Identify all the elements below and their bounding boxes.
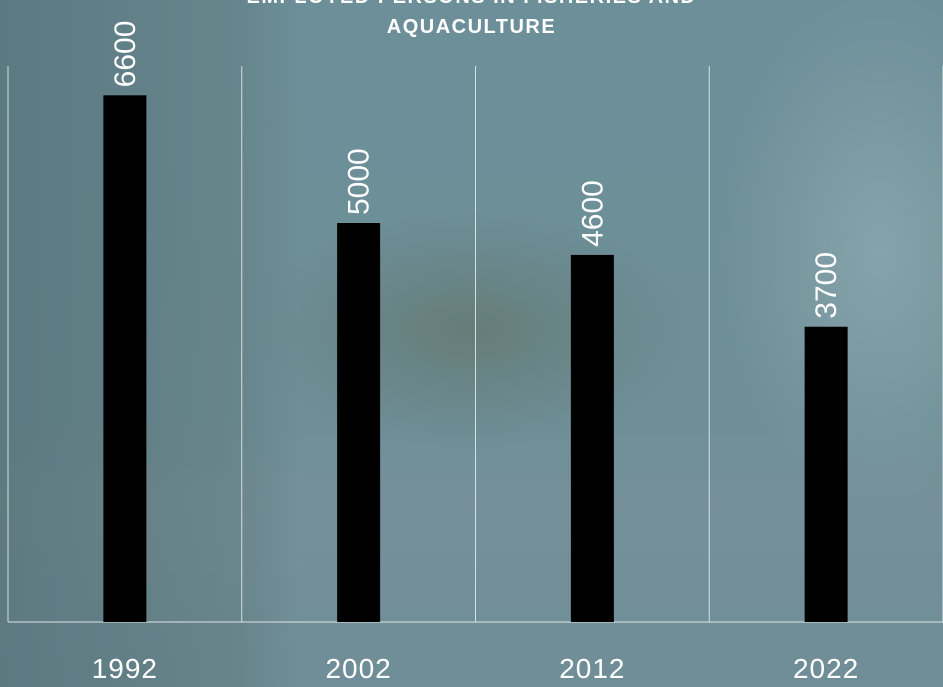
x-tick-label-2012: 2012 bbox=[559, 653, 625, 684]
chart-title-line-2: AQUACULTURE bbox=[386, 16, 557, 38]
x-tick-label-2022: 2022 bbox=[793, 653, 859, 684]
x-tick-label-1992: 1992 bbox=[92, 653, 158, 684]
data-label-2012: 4600 bbox=[576, 180, 609, 247]
bar-2002 bbox=[337, 223, 381, 622]
x-tick-label-2002: 2002 bbox=[325, 653, 391, 684]
chart-title-line-1: EMPLOYED PERSONS IN FISHERIES AND bbox=[0, 0, 943, 9]
bar-2012 bbox=[570, 254, 614, 623]
data-label-2002: 5000 bbox=[343, 148, 376, 215]
data-label-2022: 3700 bbox=[810, 252, 843, 319]
bar-1992 bbox=[103, 95, 147, 622]
data-label-1992: 6600 bbox=[109, 21, 142, 88]
bar-2022 bbox=[804, 326, 848, 622]
